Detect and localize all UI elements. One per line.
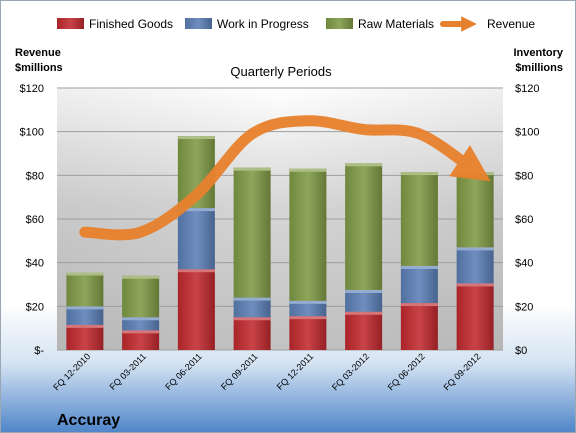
bar-segment — [400, 303, 438, 350]
x-tick-label: FQ 09-2012 — [442, 351, 483, 392]
right-tick-label: $120 — [515, 83, 539, 95]
right-tick-label: $100 — [515, 127, 539, 139]
left-tick-label: $120 — [20, 83, 44, 95]
bar-segment — [345, 289, 383, 312]
bar-segment — [122, 330, 160, 350]
left-axis-ticks: $- $20 $40 $60 $80 $100 $120 — [20, 83, 45, 357]
bar-segment — [456, 283, 494, 350]
legend-label: Revenue — [487, 17, 535, 31]
legend-label: Raw Materials — [358, 17, 434, 31]
bar-segment-top — [400, 265, 438, 269]
bar-segment-top — [66, 272, 104, 276]
bar-segment — [177, 269, 215, 350]
legend-swatch — [326, 18, 353, 29]
left-axis-title-line2: $millions — [15, 62, 63, 74]
bar-segment-top — [289, 316, 327, 320]
bar-segment-top — [456, 283, 494, 287]
revenue-line-path — [79, 115, 491, 241]
bar-segment — [122, 275, 160, 318]
bar-segment-top — [345, 289, 383, 293]
bar-segment-top — [122, 317, 160, 321]
bar-segment — [233, 297, 271, 318]
right-tick-label: $80 — [515, 170, 533, 182]
bar-segment-top — [400, 303, 438, 307]
legend-label: Work in Progress — [217, 17, 309, 31]
legend-label: Finished Goods — [89, 17, 173, 31]
bar-segment — [400, 172, 438, 266]
company-name: Accuray — [57, 412, 120, 429]
bar-segment — [233, 317, 271, 350]
bar-segment — [289, 168, 327, 301]
bar-segment-top — [122, 330, 160, 334]
x-axis-labels: FQ 12-2010 FQ 03-2011 FQ 06-2011 FQ 09-2011… — [51, 351, 482, 392]
legend-swatch — [57, 18, 84, 29]
right-axis-ticks: $0 $20 $40 $60 $80 $100 $120 — [515, 83, 539, 357]
x-tick-label: FQ 12-2010 — [51, 351, 92, 392]
bar-segment-top — [456, 247, 494, 251]
bar-segment-top — [233, 317, 271, 321]
bar-segment-top — [345, 311, 383, 315]
bar-segment — [456, 172, 494, 248]
bar-segment — [289, 300, 327, 317]
bar-segment-top — [122, 275, 160, 279]
bar-segment — [66, 324, 104, 350]
x-tick-label: FQ 03-2012 — [330, 351, 371, 392]
legend: Finished Goods Work in Progress Raw Materi… — [57, 16, 535, 32]
bar-segment — [122, 317, 160, 331]
left-tick-label: $- — [34, 345, 44, 357]
x-tick-label: FQ 06-2012 — [386, 351, 427, 392]
revenue-line — [79, 115, 491, 241]
right-axis-title-line1: Inventory — [513, 47, 563, 59]
bar-segment — [345, 163, 383, 290]
bar-segment-top — [233, 167, 271, 171]
bar-segment — [177, 208, 215, 270]
bar-segment — [345, 311, 383, 350]
left-tick-label: $60 — [26, 214, 44, 226]
left-tick-label: $80 — [26, 170, 44, 182]
bar-segment-top — [177, 269, 215, 273]
bar-segment-top — [400, 172, 438, 176]
bar-segment — [66, 272, 104, 307]
bar-segment-top — [345, 163, 383, 167]
bar-segment-top — [177, 136, 215, 140]
chart-subtitle: Quarterly Periods — [230, 64, 332, 79]
legend-swatch — [185, 18, 212, 29]
bar-segment — [233, 167, 271, 298]
bars — [66, 136, 494, 350]
bar-segment-top — [289, 300, 327, 304]
right-tick-label: $0 — [515, 345, 527, 357]
bar-segment-top — [233, 297, 271, 301]
left-tick-label: $20 — [26, 301, 44, 313]
bar-segment-top — [66, 306, 104, 310]
bar-segment — [66, 306, 104, 325]
bar-segment — [456, 247, 494, 284]
x-tick-label: FQ 12-2011 — [275, 351, 316, 392]
x-tick-label: FQ 09-2011 — [219, 351, 260, 392]
left-tick-label: $100 — [20, 127, 44, 139]
x-tick-label: FQ 06-2011 — [163, 351, 204, 392]
bar-segment-top — [177, 208, 215, 212]
x-tick-label: FQ 03-2011 — [107, 351, 148, 392]
right-tick-label: $60 — [515, 214, 533, 226]
left-tick-label: $40 — [26, 258, 44, 270]
bar-segment — [400, 265, 438, 304]
right-axis-title-line2: $millions — [515, 62, 563, 74]
bar-segment — [289, 316, 327, 350]
right-tick-label: $40 — [515, 258, 533, 270]
bar-segment-top — [289, 168, 327, 172]
right-tick-label: $20 — [515, 301, 533, 313]
bar-segment-top — [66, 324, 104, 328]
left-axis-title-line1: Revenue — [15, 47, 61, 59]
